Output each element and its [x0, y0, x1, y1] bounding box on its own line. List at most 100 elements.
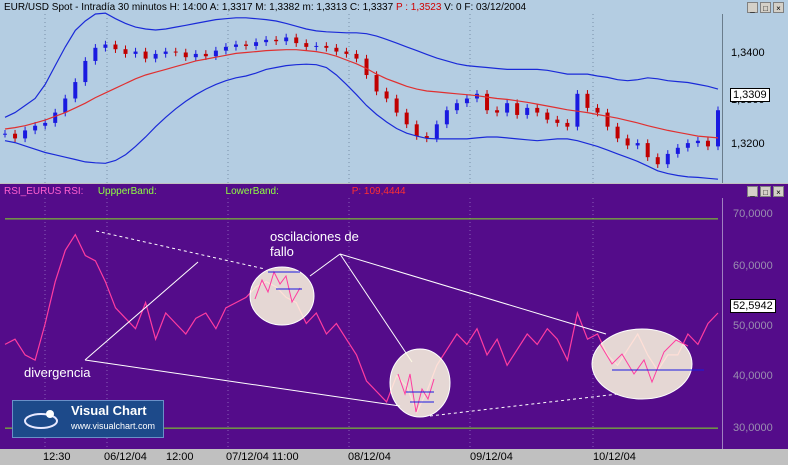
- x-tick: 06/12/04: [104, 451, 147, 463]
- candle-body: [585, 93, 590, 108]
- candle-body: [675, 147, 680, 154]
- divergence-dashed-line: [429, 393, 619, 417]
- candle-body: [153, 53, 158, 59]
- last-price-label: 1,3309: [730, 88, 770, 102]
- candle-body: [73, 82, 78, 99]
- candle-body: [414, 124, 419, 137]
- candle-body: [93, 47, 98, 61]
- candle-body: [505, 103, 510, 113]
- logo-url: www.visualchart.com: [71, 421, 156, 431]
- header-time: H: 14:00: [169, 2, 208, 13]
- candle-body: [354, 53, 359, 59]
- candle-body: [53, 112, 58, 123]
- candle-body: [685, 143, 690, 148]
- candle-body: [133, 51, 138, 54]
- close-button[interactable]: ×: [773, 186, 784, 197]
- candle-body: [183, 52, 188, 58]
- candle-body: [113, 44, 118, 50]
- candle-body: [665, 153, 670, 165]
- candle-body: [655, 157, 660, 165]
- minimize-button[interactable]: _: [747, 2, 758, 13]
- candle-body: [645, 143, 650, 158]
- candle-body: [233, 44, 238, 47]
- header-volume: V: 0: [444, 2, 462, 13]
- logo-swoosh-icon: [24, 410, 58, 429]
- header-high: M: 1,3382: [255, 2, 300, 13]
- candle-body: [83, 60, 88, 83]
- rsi-upper-label: UppperBand:: [97, 186, 157, 197]
- candle-body: [3, 133, 7, 135]
- candle-body: [716, 110, 720, 147]
- candle-body: [605, 112, 610, 127]
- candle-body: [625, 138, 630, 146]
- header-date: F: 03/12/2004: [464, 2, 527, 13]
- candle-body: [485, 93, 490, 111]
- lower-band-line: [4, 63, 719, 180]
- failure-swings-annotation: oscilaciones de fallo: [270, 229, 359, 259]
- rsi-lower-label: LowerBand:: [225, 186, 279, 197]
- price-plot: [3, 12, 720, 183]
- rsi-axis[interactable]: 70,0000 60,0000 50,0000 40,0000 30,0000: [722, 198, 788, 449]
- candle-body: [13, 133, 18, 139]
- divergence-dashed-line: [95, 230, 266, 270]
- candle-body: [444, 110, 449, 125]
- x-tick: 09/12/04: [470, 451, 513, 463]
- price-chart-panel: EUR/USD Spot - Intradía 30 minutos H: 14…: [0, 0, 788, 183]
- candle-body: [334, 47, 339, 52]
- failure-pointer-line: [339, 253, 607, 335]
- candle-body: [705, 140, 710, 147]
- rsi-tick: 50,0000: [733, 320, 773, 332]
- candle-body: [213, 50, 218, 57]
- minimize-button[interactable]: _: [747, 186, 758, 197]
- failure-swing-circle: [389, 348, 451, 418]
- candle-body: [193, 53, 198, 58]
- symbol-label: EUR/USD Spot - Intradía 30 minutos: [4, 2, 167, 13]
- candle-body: [123, 49, 128, 54]
- price-tick: 1,3200: [731, 138, 765, 150]
- time-axis[interactable]: 12:30 06/12/04 12:00 07/12/04 11:00 08/1…: [0, 449, 788, 465]
- candle-body: [344, 51, 349, 54]
- candle-body: [394, 98, 399, 113]
- rsi-line: [4, 233, 719, 414]
- price-tick: 1,3400: [731, 47, 765, 59]
- candle-body: [535, 107, 540, 113]
- candle-body: [545, 112, 550, 120]
- candle-body: [274, 39, 279, 42]
- candle-body: [244, 44, 249, 46]
- x-tick: 10/12/04: [593, 451, 636, 463]
- header-open: A: 1,3317: [209, 2, 253, 13]
- rsi-tick: 60,0000: [733, 260, 773, 272]
- maximize-button[interactable]: □: [760, 186, 771, 197]
- rsi-header: RSI_EURUS RSI: UppperBand: LowerBand: P:…: [4, 186, 406, 197]
- x-tick: 08/12/04: [348, 451, 391, 463]
- candle-body: [33, 125, 38, 131]
- failure-swing-circle: [249, 266, 315, 326]
- candle-body: [364, 58, 369, 76]
- failure-pointer-line: [339, 253, 413, 363]
- failure-swing-circle: [591, 328, 693, 400]
- rsi-window-buttons: _ □ ×: [747, 186, 784, 197]
- x-tick: 12:00: [166, 451, 194, 463]
- candle-body: [575, 93, 580, 127]
- maximize-button[interactable]: □: [760, 2, 771, 13]
- candle-body: [63, 98, 68, 113]
- failure-pointer-line: [309, 253, 341, 277]
- candle-body: [454, 103, 459, 111]
- price-header: EUR/USD Spot - Intradía 30 minutos H: 14…: [4, 2, 526, 13]
- candle-body: [555, 119, 560, 123]
- candle-body: [143, 51, 148, 59]
- x-tick: 07/12/04 11:00: [226, 451, 299, 463]
- price-window-buttons: _ □ ×: [747, 2, 784, 13]
- candle-body: [314, 45, 319, 47]
- visual-chart-logo: Visual Chart www.visualchart.com: [12, 400, 164, 438]
- rsi-p-label: P: 109,4444: [351, 186, 406, 197]
- rsi-tick: 30,0000: [733, 422, 773, 434]
- upper-band-line: [4, 12, 719, 118]
- candle-body: [294, 37, 299, 44]
- candle-body: [304, 43, 309, 47]
- close-button[interactable]: ×: [773, 2, 784, 13]
- candle-body: [635, 143, 640, 146]
- header-close: C: 1,3337: [349, 2, 394, 13]
- divergence-annotation: divergencia: [24, 365, 91, 380]
- divergence-pointer-line: [84, 261, 199, 361]
